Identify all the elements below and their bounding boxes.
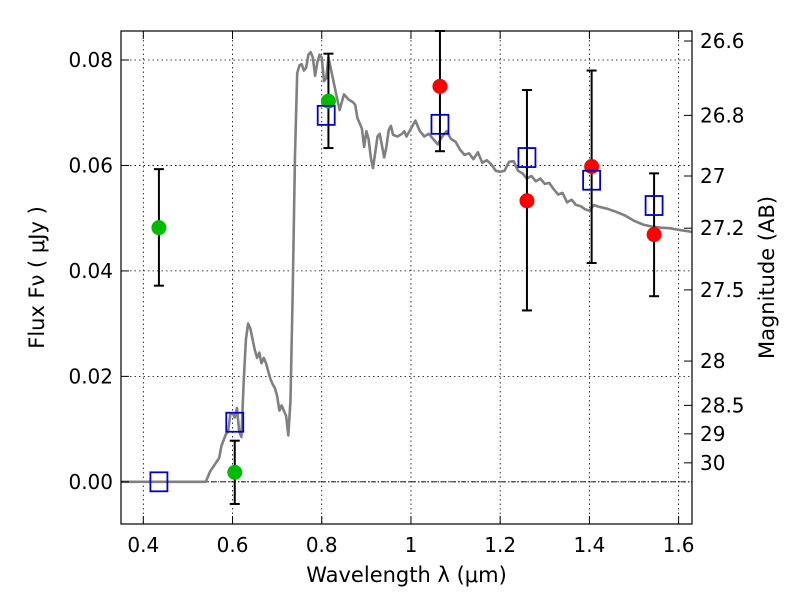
right-y-tick-label: 28 (700, 349, 725, 373)
errorbar-layer (153, 30, 660, 505)
x-tick-label: 0.6 (217, 533, 249, 557)
sed-line-layer (121, 50, 693, 484)
y-tick-label: 0.08 (68, 48, 113, 72)
right-y-tick-label: 30 (700, 451, 725, 475)
x-tick-label: 0.4 (127, 533, 159, 557)
right-y-tick-label: 27 (700, 164, 725, 188)
x-tick-label: 1.4 (573, 533, 605, 557)
x-tick-label: 0.8 (306, 533, 338, 557)
y-tick-label: 0.06 (68, 153, 113, 177)
x-axis-label: Wavelength λ (μm) (306, 563, 507, 587)
right-y-tick-label: 26.8 (700, 103, 745, 127)
x-tick-label: 1.6 (663, 533, 695, 557)
model-square-point (582, 169, 602, 191)
flux-point (227, 464, 243, 480)
model-square-point (430, 113, 450, 135)
flux-point (646, 227, 662, 243)
x-tick-label: 1.2 (484, 533, 516, 557)
flux-point (519, 193, 535, 209)
right-y-tick-label: 27.2 (700, 216, 745, 240)
flux-point (320, 93, 336, 109)
right-y-tick-label: 28.5 (700, 393, 745, 417)
marker-layer (149, 78, 664, 493)
grid (121, 31, 692, 524)
model-square-point (225, 411, 245, 433)
y-tick-label: 0.00 (68, 470, 113, 494)
model-square-point (517, 147, 537, 168)
sed-line (121, 50, 693, 484)
right-y-tick-label: 29 (700, 422, 725, 446)
y-tick-label: 0.04 (68, 259, 113, 283)
model-square-point (149, 471, 169, 493)
y-axis-label: Flux Fν ( μJy ) (25, 206, 49, 349)
tick-layer: 0.4 0.6 0.8 1 1.2 1.4 1.6 0.00 0.02 0.04 0.06 0.08 2… (68, 29, 744, 557)
model-square-point (644, 195, 664, 216)
flux-point (432, 78, 448, 94)
right-y-tick-label: 27.5 (700, 278, 745, 302)
flux-point (151, 220, 167, 236)
plot-frame (120, 30, 693, 525)
right-y-tick-label: 26.6 (700, 29, 745, 53)
y-tick-label: 0.02 (68, 364, 113, 388)
x-tick-label: 1 (405, 533, 418, 557)
model-square-point (316, 104, 336, 126)
flux-point (584, 159, 600, 175)
y-axis-label-right: Magnitude (AB) (755, 196, 779, 359)
